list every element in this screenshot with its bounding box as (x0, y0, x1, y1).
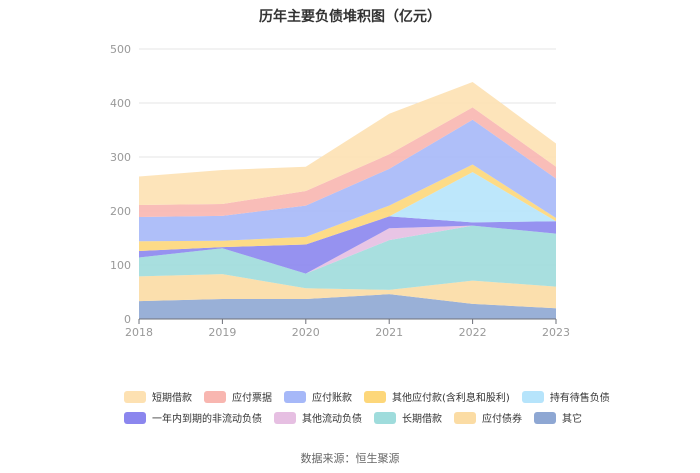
chart-title: 历年主要负债堆积图（亿元） (259, 9, 441, 25)
legend-label: 其他应付款(含利息和股利) (392, 393, 510, 404)
legend-label: 持有待售负债 (549, 393, 610, 404)
x-tick-label: 2018 (125, 326, 153, 339)
legend-item[interactable]: 持有待售负债 (521, 389, 610, 404)
legend-label: 一年内到期的非流动负债 (152, 414, 262, 425)
y-tick-label: 200 (110, 205, 131, 218)
legend-item[interactable]: 其它 (534, 410, 582, 425)
y-tick-label: 300 (110, 151, 131, 164)
legend-item[interactable]: 应付债券 (454, 410, 522, 425)
y-tick-label: 0 (124, 313, 131, 326)
y-tick-label: 500 (110, 43, 131, 56)
x-tick-label: 2021 (375, 326, 403, 339)
area-4 (139, 216, 556, 274)
area-1 (139, 274, 556, 309)
x-tick-label: 2020 (292, 326, 320, 339)
legend-swatch (364, 390, 386, 403)
legend-item[interactable]: 应付账款 (284, 389, 352, 404)
legend-swatch (521, 390, 544, 403)
area-9 (139, 81, 556, 206)
x-tick-label: 2023 (542, 326, 570, 339)
y-tick-label: 100 (110, 259, 131, 272)
area-2 (139, 225, 556, 290)
area-6 (139, 164, 556, 251)
legend-label: 其它 (562, 414, 582, 425)
legend-row: 短期借款 应付票据 应付账款 其他应付款(含利息和股利) 持有待售负债 (124, 386, 624, 407)
legend-item[interactable]: 其他流动负债 (274, 410, 362, 425)
x-tick-label: 2019 (208, 326, 236, 339)
legend-label: 应付票据 (232, 393, 272, 404)
x-tick-label: 2022 (459, 326, 487, 339)
area-7 (139, 119, 556, 242)
data-source-note: 数据来源：恒生聚源 (300, 452, 400, 465)
legend-label: 应付债券 (482, 414, 522, 425)
legend-swatch (534, 411, 556, 424)
area-series (139, 81, 556, 319)
legend-label: 应付账款 (312, 393, 352, 404)
axes: 0 100 200 300 400 500 2018 2019 2020 2021 2022 2023 (110, 43, 570, 339)
legend: 短期借款 应付票据 应付账款 其他应付款(含利息和股利) 持有待售负债一年内到期的非流动… (124, 386, 624, 428)
legend-swatch (124, 411, 146, 424)
legend-label: 长期借款 (402, 414, 442, 425)
legend-item[interactable]: 长期借款 (374, 410, 442, 425)
legend-swatch (284, 390, 306, 403)
legend-row: 一年内到期的非流动负债 其他流动负债 长期借款 应付债券 其它 (124, 407, 624, 428)
legend-swatch (274, 411, 296, 424)
legend-swatch (454, 411, 476, 424)
legend-swatch (124, 390, 146, 403)
stacked-area-chart: 0 100 200 300 400 500 2018 2019 2020 2021 2022 2023 (110, 43, 570, 339)
legend-item[interactable]: 一年内到期的非流动负债 (124, 410, 262, 425)
legend-swatch (204, 390, 226, 403)
legend-item[interactable]: 应付票据 (204, 389, 272, 404)
legend-label: 短期借款 (152, 393, 192, 404)
area-0 (139, 294, 556, 319)
area-8 (139, 107, 556, 217)
legend-swatch (374, 411, 396, 424)
y-tick-label: 400 (110, 97, 131, 110)
legend-label: 其他流动负债 (302, 414, 362, 425)
area-5 (139, 172, 556, 251)
legend-item[interactable]: 其他应付款(含利息和股利) (364, 389, 510, 404)
legend-item[interactable]: 短期借款 (124, 389, 192, 404)
